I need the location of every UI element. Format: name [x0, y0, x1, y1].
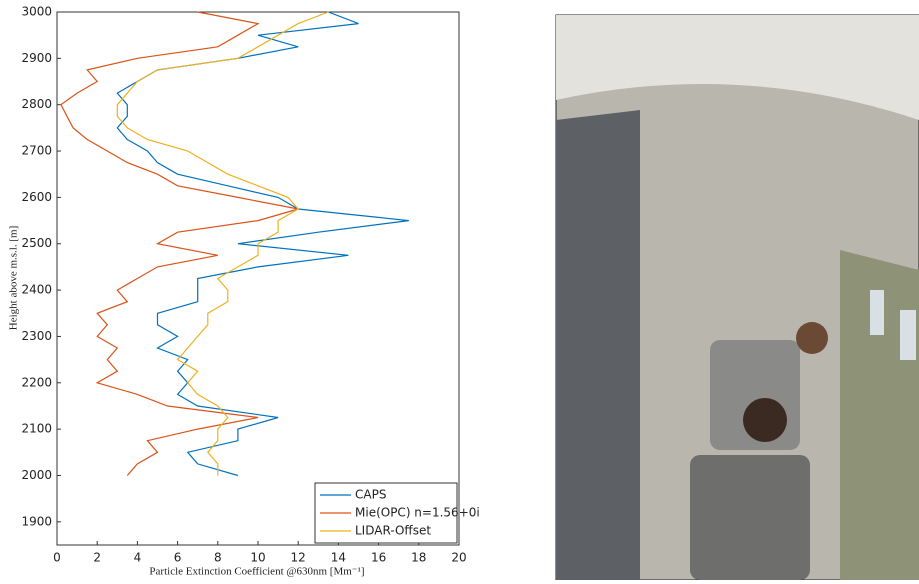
y-tick-label: 2700 [21, 144, 52, 158]
legend-label: Mie(OPC) n=1.56+0i [355, 506, 480, 520]
x-tick-label: 0 [53, 551, 61, 565]
y-tick-label: 2500 [21, 236, 52, 250]
y-tick-label: 2200 [21, 375, 52, 389]
x-tick-label: 8 [214, 551, 222, 565]
y-tick-label: 2100 [21, 422, 52, 436]
y-axis-label: Height above m.s.l. [m] [8, 226, 20, 330]
x-tick-label: 20 [451, 551, 466, 565]
y-tick-label: 2400 [21, 283, 52, 297]
series-line [60, 11, 299, 476]
y-tick-label: 2900 [21, 51, 52, 65]
y-tick-label: 2800 [21, 97, 52, 111]
y-tick-label: 2000 [21, 468, 52, 482]
series-line [116, 11, 409, 477]
y-tick-label: 1900 [21, 514, 52, 528]
legend-label: LIDAR-Offset [355, 524, 431, 538]
photo [555, 14, 919, 581]
x-tick-label: 10 [250, 551, 265, 565]
y-tick-label: 2300 [21, 329, 52, 343]
x-tick-label: 18 [411, 551, 426, 565]
x-tick-label: 2 [93, 551, 101, 565]
legend-label: CAPS [355, 488, 386, 502]
y-tick-label: 2600 [21, 190, 52, 204]
plot-area [56, 11, 460, 546]
x-tick-label: 4 [134, 551, 142, 565]
x-tick-label: 14 [331, 551, 346, 565]
series-line [116, 11, 329, 476]
x-tick-label: 6 [174, 551, 182, 565]
y-tick-label: 3000 [21, 5, 52, 19]
x-tick-label: 12 [291, 551, 306, 565]
x-tick-label: 16 [371, 551, 386, 565]
x-axis-label: Particle Extinction Coefficient @630nm [… [149, 566, 364, 578]
